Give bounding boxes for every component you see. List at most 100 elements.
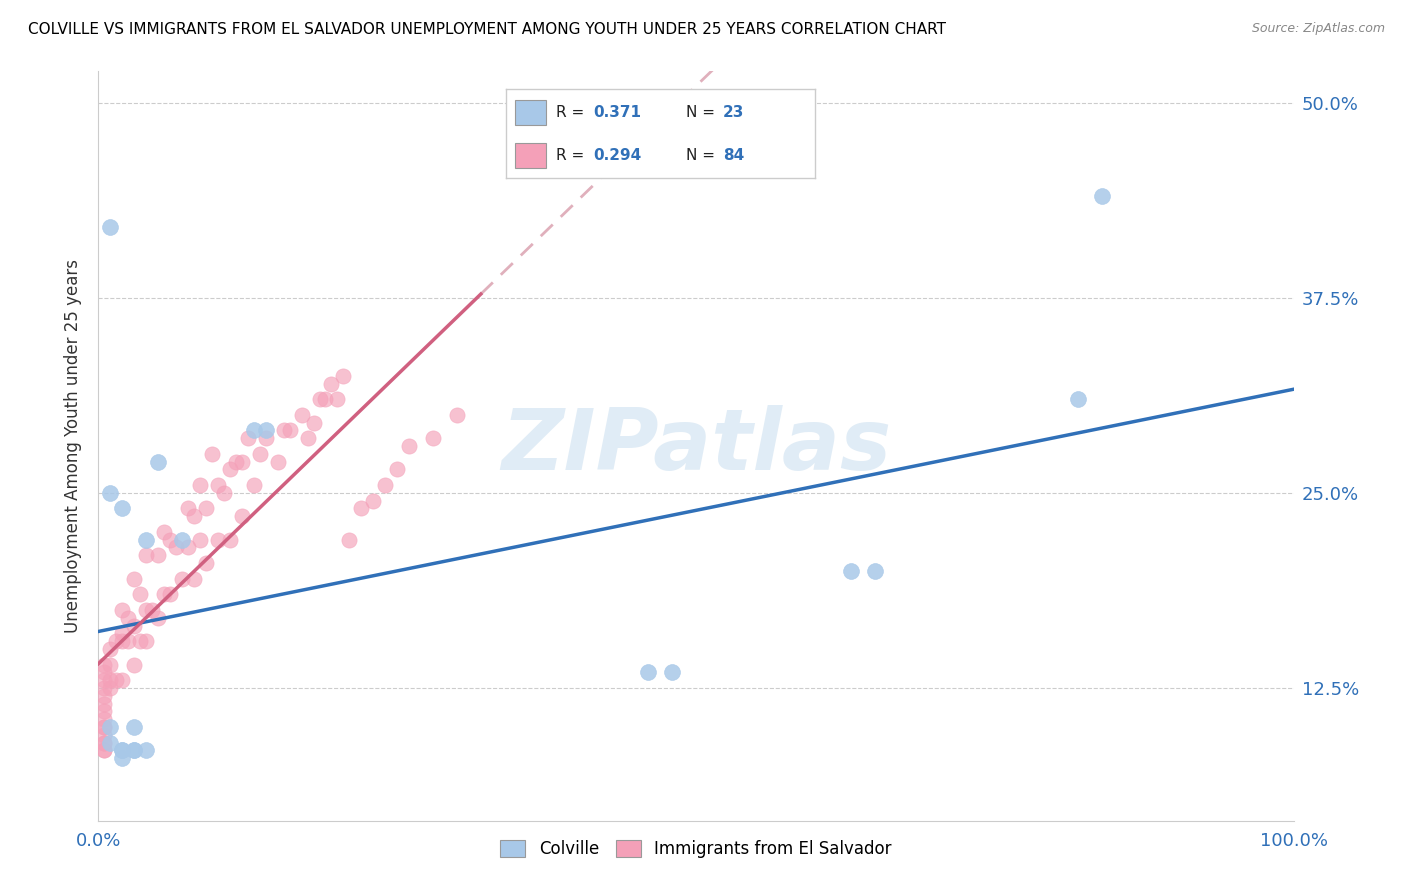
- Point: [124, 743, 146, 757]
- Point: [135, 603, 157, 617]
- Legend: Colville, Immigrants from El Salvador: Colville, Immigrants from El Salvador: [494, 833, 898, 864]
- Point: [297, 431, 319, 445]
- Point: [332, 368, 354, 383]
- Point: [124, 743, 146, 757]
- Point: [105, 673, 128, 688]
- Point: [98, 220, 122, 235]
- Point: [98, 735, 122, 749]
- Point: [93, 735, 115, 749]
- Point: [148, 455, 170, 469]
- Point: [93, 712, 115, 726]
- Point: [254, 424, 277, 438]
- Point: [661, 665, 683, 680]
- Point: [339, 533, 361, 547]
- Point: [111, 603, 134, 617]
- Point: [254, 431, 277, 445]
- Text: Source: ZipAtlas.com: Source: ZipAtlas.com: [1251, 22, 1385, 36]
- Point: [111, 673, 134, 688]
- Point: [93, 720, 115, 734]
- Point: [188, 533, 211, 547]
- Point: [183, 572, 205, 586]
- Point: [98, 486, 122, 500]
- Point: [1091, 189, 1114, 203]
- Point: [135, 548, 157, 563]
- Point: [98, 657, 122, 672]
- Point: [267, 455, 290, 469]
- Point: [207, 478, 229, 492]
- Point: [302, 416, 325, 430]
- Point: [249, 447, 271, 461]
- Y-axis label: Unemployment Among Youth under 25 years: Unemployment Among Youth under 25 years: [65, 259, 83, 633]
- Point: [111, 501, 134, 516]
- Point: [195, 501, 218, 516]
- Point: [93, 681, 115, 695]
- Point: [177, 541, 200, 555]
- Point: [153, 587, 176, 601]
- Point: [93, 743, 115, 757]
- Point: [172, 572, 194, 586]
- Point: [124, 720, 146, 734]
- Text: 0.371: 0.371: [593, 105, 641, 120]
- Point: [135, 743, 157, 757]
- Point: [841, 564, 863, 578]
- Point: [135, 634, 157, 648]
- Point: [273, 424, 295, 438]
- Point: [308, 392, 330, 407]
- Text: R =: R =: [555, 148, 589, 162]
- Point: [129, 634, 152, 648]
- Point: [111, 743, 134, 757]
- Point: [278, 424, 301, 438]
- Point: [236, 431, 259, 445]
- Point: [212, 486, 235, 500]
- Point: [172, 533, 194, 547]
- Point: [111, 626, 134, 640]
- Point: [225, 455, 247, 469]
- Point: [315, 392, 337, 407]
- Point: [93, 728, 115, 742]
- Point: [207, 533, 229, 547]
- Point: [148, 548, 170, 563]
- Point: [117, 611, 139, 625]
- Point: [231, 455, 253, 469]
- Point: [865, 564, 887, 578]
- Point: [177, 501, 200, 516]
- Text: 84: 84: [723, 148, 744, 162]
- Point: [111, 751, 134, 765]
- Point: [141, 603, 163, 617]
- Point: [93, 689, 115, 703]
- Point: [111, 743, 134, 757]
- Point: [117, 634, 139, 648]
- Point: [98, 642, 122, 657]
- Point: [350, 501, 373, 516]
- Text: N =: N =: [686, 105, 720, 120]
- Point: [201, 447, 224, 461]
- Text: R =: R =: [555, 105, 589, 120]
- Point: [363, 493, 385, 508]
- Point: [243, 424, 266, 438]
- Point: [637, 665, 659, 680]
- Point: [98, 720, 122, 734]
- Point: [1067, 392, 1090, 407]
- Point: [93, 735, 115, 749]
- Point: [93, 657, 115, 672]
- Point: [165, 541, 187, 555]
- Point: [326, 392, 349, 407]
- Point: [291, 408, 314, 422]
- Point: [321, 376, 343, 391]
- Point: [188, 478, 211, 492]
- Point: [98, 681, 122, 695]
- Point: [446, 408, 468, 422]
- Point: [135, 533, 157, 547]
- Point: [124, 657, 146, 672]
- Point: [159, 533, 181, 547]
- Text: COLVILLE VS IMMIGRANTS FROM EL SALVADOR UNEMPLOYMENT AMONG YOUTH UNDER 25 YEARS : COLVILLE VS IMMIGRANTS FROM EL SALVADOR …: [28, 22, 946, 37]
- Point: [243, 478, 266, 492]
- Point: [183, 509, 205, 524]
- Bar: [516, 143, 547, 168]
- Point: [93, 697, 115, 711]
- Point: [111, 634, 134, 648]
- Point: [398, 439, 420, 453]
- Text: 0.294: 0.294: [593, 148, 641, 162]
- Point: [93, 743, 115, 757]
- Point: [129, 587, 152, 601]
